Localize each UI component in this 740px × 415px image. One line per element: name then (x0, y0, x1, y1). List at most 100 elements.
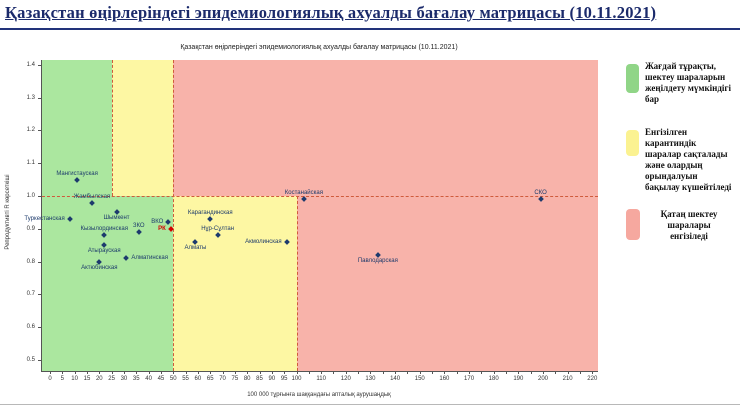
data-point-label: СКО (534, 190, 547, 197)
y-tick-label: 0.8 (26, 258, 35, 265)
x-tick-label: 150 (414, 376, 425, 382)
x-tick (86, 371, 88, 374)
x-tick-label: 220 (587, 376, 598, 382)
y-tick (38, 163, 41, 165)
data-point-label: Алматинская (131, 255, 168, 262)
x-tick-label: 45 (157, 376, 165, 382)
x-tick (579, 371, 581, 374)
x-tick (358, 371, 360, 374)
chart-title: Қазақстан өңірлеріндегі эпидемиологиялық… (180, 44, 458, 51)
y-tick-label: 0.9 (26, 225, 35, 232)
y-tick-label: 1.1 (26, 160, 35, 167)
x-tick-label: 0 (48, 376, 52, 382)
x-tick (284, 371, 286, 374)
data-point-label: Туркестанская (24, 215, 65, 222)
zone-yellow (111, 60, 174, 196)
page-title-bar: Қазақстан өңірлеріндегі эпидемиологиялық… (0, 0, 740, 30)
x-tick (296, 371, 298, 374)
threshold-25-line (111, 60, 113, 196)
plot-area: 0 5 10 15 20 25 30 35 40 45 50 55 60 65 70 75 80 85 90 95 10… (24, 60, 598, 382)
x-tick (469, 371, 471, 374)
y-tick-label: 1.2 (26, 127, 35, 134)
x-tick-label: 190 (513, 376, 524, 382)
divider-line (0, 404, 740, 405)
r-threshold-line (42, 196, 598, 197)
y-tick-label: 0.6 (26, 324, 35, 331)
y-tick-label: 1.3 (26, 94, 35, 101)
legend-label-red: Қатаң шектеу шаралары енгізіледі (660, 209, 718, 241)
data-point-label: Нұр-Сұлтан (201, 226, 235, 233)
x-tick (123, 371, 125, 374)
threshold-100-line (296, 196, 298, 371)
x-tick (111, 371, 113, 374)
x-tick (419, 371, 421, 374)
zone-yellow (173, 196, 297, 371)
x-tick-label: 210 (562, 376, 573, 382)
y-tick-label: 0.7 (26, 291, 35, 298)
legend: Жағдай тұрақты, шектеу шараларын жеңілде… (600, 33, 740, 415)
y-tick (38, 261, 41, 263)
x-tick (395, 371, 397, 374)
x-tick-label: 10 (71, 376, 78, 382)
x-tick (74, 371, 76, 374)
x-tick-label: 110 (316, 376, 326, 382)
x-tick-label: 15 (83, 376, 91, 382)
x-tick-label: 25 (108, 376, 115, 382)
data-point-label: Алматы (184, 244, 207, 251)
legend-swatch-red (626, 209, 640, 240)
x-tick (136, 371, 138, 374)
y-tick (38, 97, 41, 99)
x-tick (382, 371, 384, 374)
x-tick (99, 371, 101, 374)
x-tick-label: 85 (256, 376, 263, 382)
x-tick (308, 371, 310, 374)
zone-green (42, 60, 112, 196)
data-point-label: Актюбинская (81, 264, 118, 271)
x-tick-label: 55 (182, 376, 189, 382)
x-tick-label: 40 (145, 376, 152, 382)
x-tick-label: 60 (194, 376, 202, 382)
data-point-label: Жамбылская (73, 193, 111, 200)
x-tick-label: 5 (60, 376, 64, 382)
page-title: Қазақстан өңірлеріндегі эпидемиологиялық… (5, 3, 657, 22)
data-point-label: Атырауская (87, 248, 121, 255)
y-tick (38, 130, 41, 132)
x-tick (370, 371, 372, 374)
data-point-label: Акмолинская (245, 238, 282, 245)
x-tick-label: 120 (340, 376, 351, 382)
x-tick (50, 371, 51, 374)
x-tick (592, 371, 594, 374)
x-tick (567, 371, 569, 374)
legend-swatch-yellow (626, 130, 639, 156)
x-tick (506, 371, 508, 374)
x-tick-label: 30 (120, 376, 128, 382)
x-tick-label: 170 (464, 376, 475, 382)
x-tick-label: 35 (132, 376, 140, 382)
x-tick-label: 70 (219, 376, 226, 382)
x-tick (259, 371, 261, 374)
x-tick (271, 371, 273, 374)
y-tick (38, 196, 41, 197)
x-tick-label: 95 (280, 376, 288, 382)
x-tick (247, 371, 249, 374)
y-tick-label: 0.5 (26, 357, 35, 363)
x-tick-label: 90 (268, 376, 276, 382)
legend-label-green: Жағдай тұрақты, шектеу шараларын жеңілде… (645, 61, 732, 104)
zone-red (173, 60, 598, 196)
x-tick (321, 371, 323, 374)
data-point-label: ВКО (151, 219, 164, 226)
x-tick (222, 371, 224, 374)
x-tick (543, 371, 544, 374)
x-tick (210, 371, 212, 374)
y-tick-label: 1.0 (26, 193, 35, 199)
x-tick-label: 50 (169, 376, 177, 382)
y-tick (38, 228, 41, 230)
x-tick (185, 371, 187, 374)
x-tick-label: 160 (439, 376, 450, 382)
x-tick (62, 371, 64, 374)
data-point-label: Кызылординская (80, 226, 128, 233)
x-tick (333, 371, 335, 374)
zone-green (42, 196, 174, 371)
x-axis-label: 100 000 тұрғынға шаққандағы апталық ауру… (247, 392, 391, 398)
x-tick (197, 371, 199, 374)
